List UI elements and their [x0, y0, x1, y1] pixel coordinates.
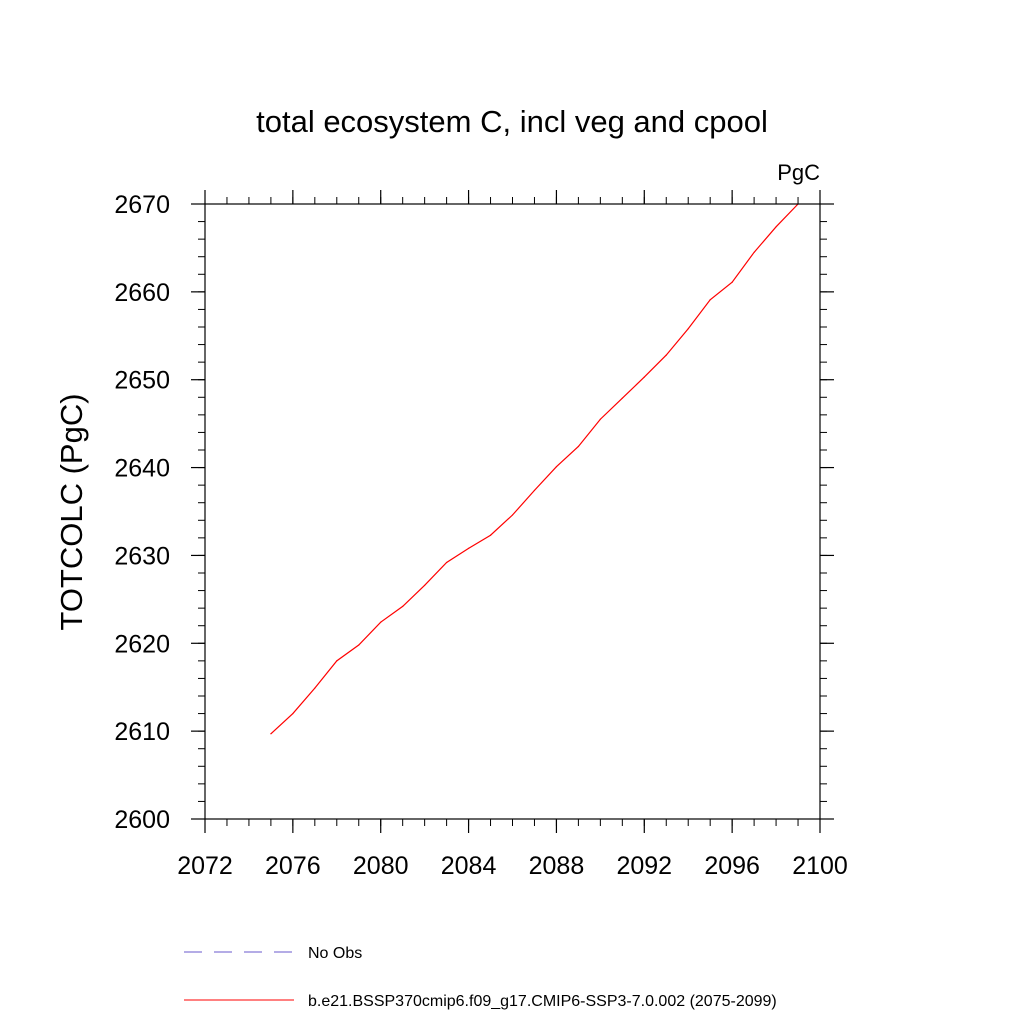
- x-tick-label: 2096: [704, 852, 760, 880]
- data-point: [709, 299, 711, 301]
- y-tick-label: 2610: [114, 718, 170, 746]
- data-point: [467, 547, 470, 550]
- legend: No Obs b.e21.BSSP370cmip6.f09_g17.CMIP6-S…: [184, 945, 777, 1010]
- y-tick-label: 2620: [114, 630, 170, 658]
- data-point: [665, 354, 667, 356]
- series-layer: [270, 203, 799, 735]
- data-point: [446, 561, 448, 564]
- series-line: [270, 203, 799, 735]
- data-point: [753, 251, 755, 253]
- data-point: [424, 584, 426, 586]
- units-label: PgC: [777, 160, 820, 185]
- y-tick-label: 2630: [114, 542, 170, 570]
- x-tick-label: 2080: [353, 852, 409, 880]
- y-tick-label: 2660: [114, 279, 170, 307]
- data-point: [270, 733, 272, 735]
- x-tick-label: 2072: [177, 852, 233, 880]
- x-tick-label: 2100: [792, 852, 848, 880]
- data-point: [687, 328, 689, 330]
- data-point: [511, 514, 514, 516]
- x-tick-label: 2076: [265, 852, 321, 880]
- x-tick-labels: 2072 2076 2080 2084 2088 2092 2096 2100: [177, 852, 848, 880]
- y-axis-label: TOTCOLC (PgC): [54, 393, 89, 630]
- plot-frame: [204, 203, 821, 820]
- data-point: [358, 644, 360, 646]
- data-point: [533, 489, 536, 492]
- data-point: [314, 687, 316, 689]
- data-point: [402, 605, 404, 607]
- x-tick-label: 2084: [441, 852, 497, 880]
- data-point: [621, 397, 623, 399]
- data-point: [599, 418, 601, 420]
- data-point: [292, 712, 294, 715]
- data-point: [336, 660, 338, 662]
- data-point: [380, 621, 382, 623]
- data-point: [489, 534, 492, 536]
- major-ticks: [191, 190, 834, 833]
- data-point: [577, 445, 579, 448]
- y-tick-labels: 2600 2610 2620 2630 2640 2650 2660 2670: [114, 191, 170, 834]
- x-tick-label: 2092: [616, 852, 672, 880]
- y-tick-label: 2650: [114, 367, 170, 395]
- legend-label: b.e21.BSSP370cmip6.f09_g17.CMIP6-SSP3-7.…: [308, 993, 777, 1010]
- y-tick-label: 2600: [114, 806, 170, 834]
- data-point: [775, 226, 777, 228]
- data-point: [643, 376, 645, 378]
- data-point: [555, 466, 558, 468]
- y-tick-label: 2670: [114, 191, 170, 219]
- legend-label: No Obs: [308, 945, 362, 962]
- data-point: [731, 281, 733, 283]
- chart-title: total ecosystem C, incl veg and cpool: [256, 104, 768, 139]
- y-tick-label: 2640: [114, 455, 170, 483]
- minor-ticks: [198, 197, 827, 826]
- x-tick-label: 2088: [529, 852, 585, 880]
